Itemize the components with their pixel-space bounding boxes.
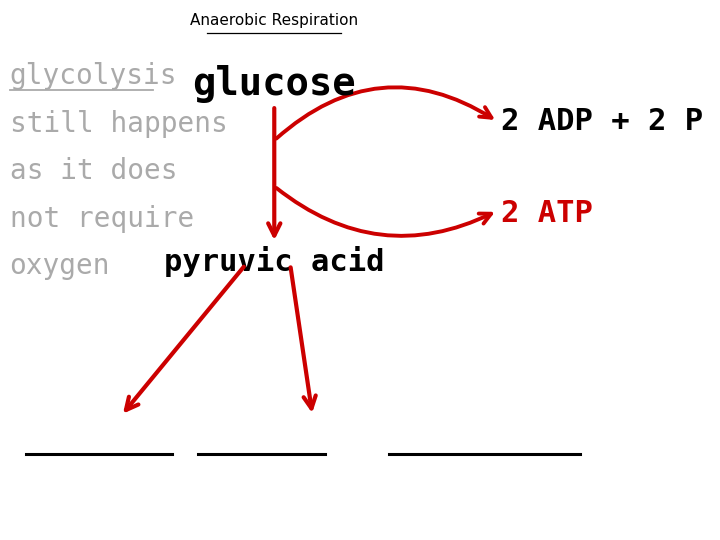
Text: not require: not require — [9, 205, 194, 233]
Text: 2 ADP + 2 P: 2 ADP + 2 P — [500, 107, 703, 136]
Text: glycolysis: glycolysis — [9, 62, 177, 90]
Text: as it does: as it does — [9, 157, 177, 185]
FancyArrowPatch shape — [276, 87, 492, 139]
Text: glucose: glucose — [192, 65, 356, 103]
Text: 2 ATP: 2 ATP — [500, 199, 593, 228]
Text: pyruvic acid: pyruvic acid — [164, 246, 384, 276]
Text: still happens: still happens — [9, 110, 228, 138]
Text: Anaerobic Respiration: Anaerobic Respiration — [190, 14, 359, 29]
FancyArrowPatch shape — [276, 188, 491, 236]
Text: oxygen: oxygen — [9, 252, 110, 280]
